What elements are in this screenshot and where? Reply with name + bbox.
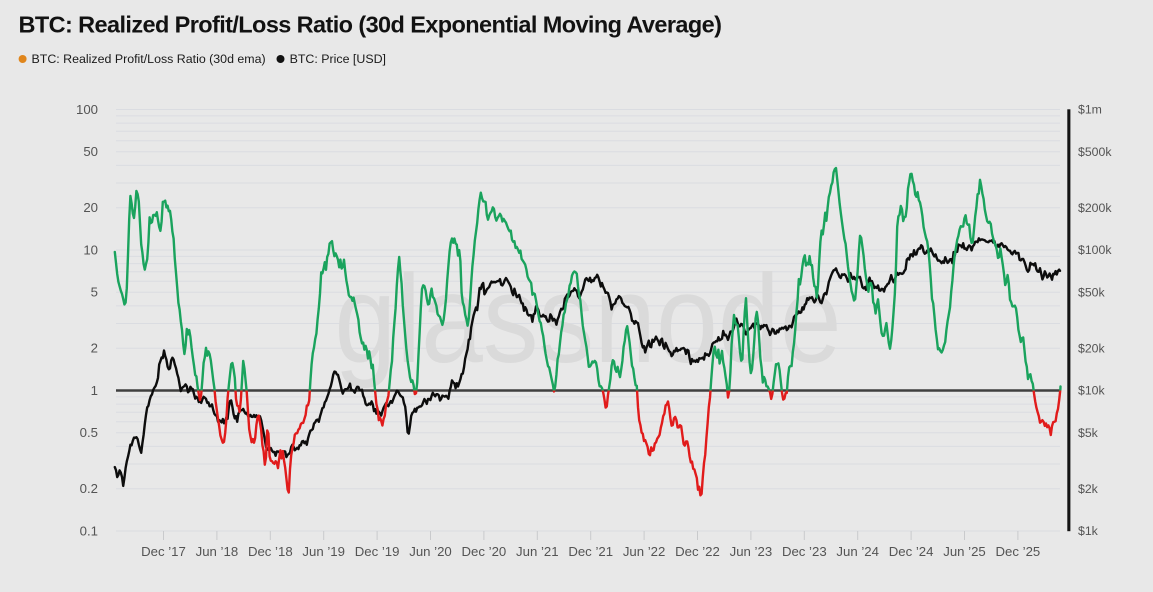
svg-text:$1m: $1m: [1078, 103, 1102, 117]
svg-text:5: 5: [91, 285, 98, 300]
svg-text:Jun ’25: Jun ’25: [943, 544, 986, 559]
svg-text:50: 50: [83, 144, 98, 159]
svg-text:$100k: $100k: [1078, 243, 1112, 257]
svg-text:Jun ’20: Jun ’20: [409, 544, 452, 559]
svg-text:Dec ’23: Dec ’23: [782, 544, 827, 559]
svg-text:Jun ’22: Jun ’22: [623, 544, 666, 559]
svg-text:Dec ’21: Dec ’21: [568, 544, 613, 559]
svg-text:Jun ’23: Jun ’23: [730, 544, 773, 559]
svg-text:$500k: $500k: [1078, 145, 1112, 159]
svg-text:0.2: 0.2: [80, 481, 98, 496]
svg-text:$5k: $5k: [1078, 426, 1099, 440]
svg-text:$200k: $200k: [1078, 201, 1112, 215]
svg-text:BTC: Realized Profit/Loss Rati: BTC: Realized Profit/Loss Ratio (30d Exp…: [19, 12, 722, 38]
svg-text:Dec ’24: Dec ’24: [889, 544, 934, 559]
svg-text:100: 100: [76, 102, 98, 117]
svg-text:Dec ’18: Dec ’18: [248, 544, 293, 559]
svg-text:10: 10: [83, 242, 98, 257]
svg-text:Dec ’25: Dec ’25: [996, 544, 1041, 559]
svg-text:glassnode: glassnode: [334, 250, 841, 389]
svg-text:Dec ’20: Dec ’20: [462, 544, 507, 559]
svg-text:$2k: $2k: [1078, 482, 1099, 496]
svg-text:0.5: 0.5: [80, 425, 98, 440]
svg-text:Jun ’21: Jun ’21: [516, 544, 559, 559]
svg-text:1: 1: [91, 383, 98, 398]
svg-text:BTC: Realized Profit/Loss Rati: BTC: Realized Profit/Loss Ratio (30d ema…: [32, 52, 266, 66]
svg-text:Jun ’18: Jun ’18: [196, 544, 239, 559]
svg-text:Dec ’22: Dec ’22: [675, 544, 720, 559]
svg-text:2: 2: [91, 341, 98, 356]
svg-text:Jun ’19: Jun ’19: [302, 544, 345, 559]
svg-text:Jun ’24: Jun ’24: [836, 544, 879, 559]
svg-text:BTC: Price [USD]: BTC: Price [USD]: [290, 52, 386, 66]
svg-text:Dec ’17: Dec ’17: [141, 544, 186, 559]
svg-text:20: 20: [83, 200, 98, 215]
svg-text:0.1: 0.1: [80, 523, 98, 538]
svg-text:$10k: $10k: [1078, 384, 1106, 398]
svg-text:Dec ’19: Dec ’19: [355, 544, 400, 559]
svg-text:$1k: $1k: [1078, 524, 1099, 538]
svg-text:$20k: $20k: [1078, 341, 1106, 355]
svg-text:$50k: $50k: [1078, 285, 1106, 299]
